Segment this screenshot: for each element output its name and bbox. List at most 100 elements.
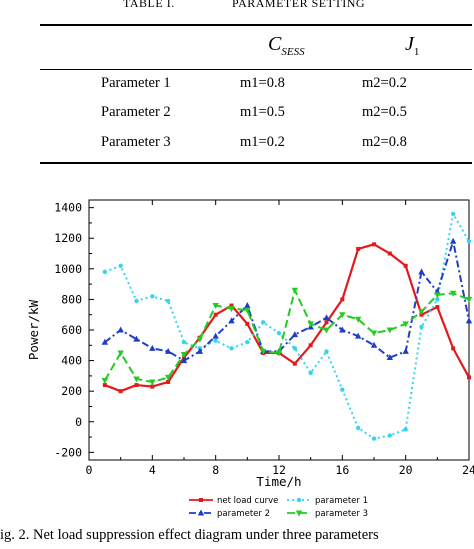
data-point xyxy=(323,327,330,334)
column-header-csess: CSESS xyxy=(268,33,305,58)
data-point xyxy=(165,298,171,304)
data-point xyxy=(356,246,361,251)
data-point xyxy=(229,346,234,351)
data-point xyxy=(324,349,329,354)
data-point xyxy=(117,326,124,333)
data-point xyxy=(164,374,172,381)
row-3-j1: m2=0.8 xyxy=(362,134,407,150)
table-heading: PARAMETER SETTING xyxy=(232,0,366,10)
data-point xyxy=(212,332,219,339)
data-point xyxy=(308,370,313,376)
data-point xyxy=(244,307,251,314)
y-tick-label: 800 xyxy=(61,292,82,306)
x-tick-label: 4 xyxy=(149,463,156,477)
table-bottom-rule xyxy=(40,162,472,164)
row-1-csess: m1=0.8 xyxy=(240,75,285,91)
data-point xyxy=(101,338,109,345)
x-tick-label: 12 xyxy=(272,463,286,477)
data-point xyxy=(150,294,155,299)
figure-caption: ig. 2. Net load suppression effect diagr… xyxy=(0,527,379,543)
data-point xyxy=(180,351,188,358)
row-2-csess: m1=0.5 xyxy=(240,104,285,120)
data-point xyxy=(150,384,155,389)
y-tick-label: 0 xyxy=(75,415,82,429)
data-point xyxy=(354,316,362,323)
data-point xyxy=(340,387,345,392)
data-point xyxy=(354,332,362,339)
data-point xyxy=(133,335,140,342)
data-point xyxy=(291,331,299,338)
series-net-load-curve xyxy=(102,242,471,394)
row-2-name: Parameter 2 xyxy=(101,104,171,120)
row-1-j1: m2=0.2 xyxy=(362,75,407,91)
data-point xyxy=(323,314,330,321)
data-point xyxy=(403,263,408,268)
data-point xyxy=(133,376,140,383)
data-point xyxy=(355,425,361,431)
data-point xyxy=(386,354,394,361)
data-point xyxy=(101,377,109,384)
data-point xyxy=(134,383,139,388)
series-parameter-1 xyxy=(102,211,472,441)
data-point xyxy=(435,305,440,310)
data-point xyxy=(465,317,473,324)
data-point xyxy=(340,297,345,302)
y-tick-label: 1400 xyxy=(54,201,82,215)
legend: net load curve parameter 1 parameter 2 para… xyxy=(189,496,368,519)
legend-marker xyxy=(295,510,303,517)
data-point xyxy=(435,297,440,302)
data-point xyxy=(449,290,457,297)
y-tick-label: 400 xyxy=(61,354,82,368)
x-tick-label: 24 xyxy=(462,463,474,477)
data-point xyxy=(134,298,139,304)
table-top-rule xyxy=(40,24,472,26)
data-point xyxy=(260,320,266,325)
data-point xyxy=(292,346,298,351)
y-axis-label: Power/kW xyxy=(26,299,41,360)
x-tick-label: 16 xyxy=(335,463,349,477)
data-point xyxy=(449,237,457,244)
x-tick-label: 20 xyxy=(399,463,413,477)
data-point xyxy=(387,251,392,256)
y-tick-label: 600 xyxy=(61,323,82,337)
data-point xyxy=(245,340,250,345)
data-point xyxy=(149,344,156,351)
data-point xyxy=(308,343,313,348)
column-header-j1: J1 xyxy=(405,33,420,58)
series-line xyxy=(104,240,470,362)
legend-label: parameter 3 xyxy=(315,509,368,519)
data-point xyxy=(465,296,473,303)
series-line xyxy=(103,289,470,383)
data-point xyxy=(371,436,377,441)
row-1-name: Parameter 1 xyxy=(101,75,171,91)
data-point xyxy=(418,268,425,275)
data-point xyxy=(118,389,123,394)
series-line xyxy=(104,243,470,393)
plot-frame xyxy=(88,199,470,461)
data-point xyxy=(419,324,424,330)
row-3-csess: m1=0.2 xyxy=(240,134,285,150)
table-header-rule xyxy=(40,69,472,70)
data-point xyxy=(451,346,456,351)
x-tick-label: 0 xyxy=(86,463,93,477)
y-tick-label: 1000 xyxy=(54,262,82,276)
data-point xyxy=(403,427,408,432)
table-number: TABLE I. xyxy=(123,0,175,10)
data-point xyxy=(402,321,409,328)
y-tick-label: 1200 xyxy=(54,231,82,245)
data-point xyxy=(102,269,108,275)
legend-marker xyxy=(296,497,302,503)
data-point xyxy=(149,379,156,386)
data-point xyxy=(339,326,346,333)
row-2-j1: m2=0.5 xyxy=(362,104,407,120)
data-point xyxy=(102,383,107,388)
legend-marker xyxy=(199,498,203,502)
data-point xyxy=(466,239,472,244)
data-point xyxy=(434,292,441,299)
data-point xyxy=(276,330,282,336)
data-point xyxy=(213,338,218,343)
data-point xyxy=(229,303,234,308)
data-point xyxy=(418,309,425,316)
series-line xyxy=(104,212,470,440)
data-point xyxy=(467,375,471,380)
